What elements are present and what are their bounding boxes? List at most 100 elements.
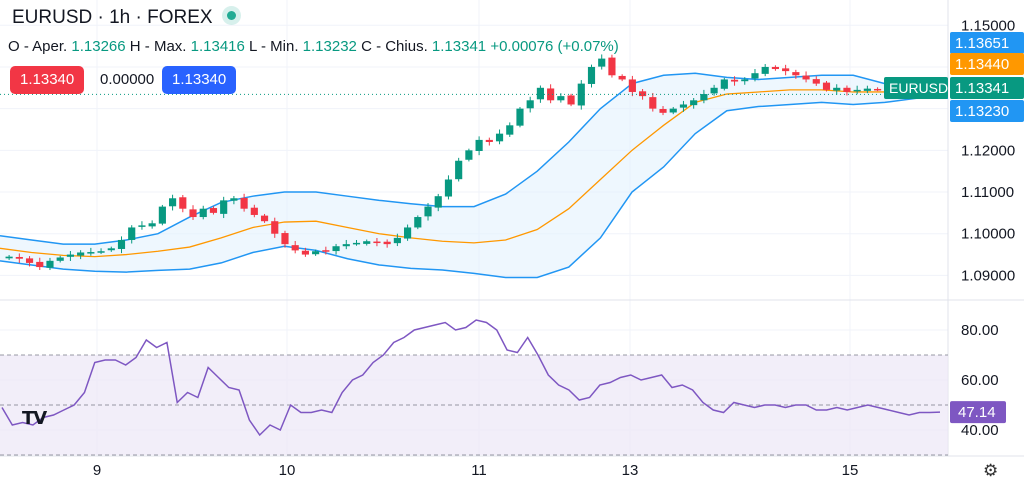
candle-body: [771, 66, 779, 70]
price-tick-label: 1.10000: [961, 226, 1015, 243]
candle-body: [516, 108, 524, 126]
bollinger-fill: [0, 73, 948, 278]
symbol-badge-text: EURUSD: [889, 80, 948, 96]
candle-body: [802, 75, 810, 80]
candle-body: [363, 241, 371, 244]
candle-body: [649, 97, 657, 109]
candle-body: [393, 237, 401, 244]
candle-body: [148, 223, 156, 227]
bollinger-basis-line: [0, 89, 949, 258]
high-label: H - Max.: [129, 38, 187, 55]
candle-body: [56, 257, 64, 261]
candle-body: [822, 82, 831, 90]
candle-body: [710, 87, 718, 94]
candle-body: [577, 83, 585, 106]
time-tick-label: 9: [93, 462, 101, 479]
candle-body: [169, 198, 177, 207]
candle-body: [128, 227, 136, 240]
candle-body: [598, 58, 606, 67]
candle-body: [700, 94, 708, 101]
candle-body: [424, 206, 432, 217]
candle-body: [659, 108, 667, 113]
price-tick-label: 1.15000: [961, 17, 1015, 34]
buy-price: 1.13340: [172, 71, 227, 88]
candle-body: [36, 261, 44, 268]
candle-body: [751, 73, 759, 79]
candle-body: [455, 160, 463, 180]
candle-body: [730, 79, 739, 82]
time-tick-label: 15: [842, 462, 859, 479]
rsi-line: [1, 319, 941, 437]
candle-body: [812, 79, 820, 84]
candle-body: [485, 139, 493, 142]
buy-button[interactable]: 1.13340: [162, 66, 237, 94]
candle-body: [587, 66, 596, 84]
sell-price: 1.13340: [20, 71, 75, 88]
low-value: 1.13232: [302, 38, 357, 55]
candle-body: [639, 91, 647, 97]
price-tick-label: 1.09000: [961, 267, 1015, 284]
candle-body: [536, 87, 544, 100]
candle-body: [260, 215, 269, 222]
candle-body: [608, 57, 616, 76]
price-badge: [950, 53, 1024, 75]
rsi-tick-label: 80.00: [961, 322, 999, 339]
price-badge-text: 1.13230: [955, 103, 1009, 120]
candle-body: [669, 108, 677, 113]
candle-body: [547, 88, 555, 101]
rsi-tick-label: 40.00: [961, 422, 999, 439]
candle-body: [15, 256, 23, 259]
candle-body: [342, 244, 350, 247]
price-badge-text: 1.13651: [955, 35, 1009, 52]
candle-body: [220, 200, 228, 214]
candle-body: [107, 248, 115, 251]
rsi-value-badge-text: 47.14: [958, 404, 996, 421]
ohlc-legend: O - Aper. 1.13266 H - Max. 1.13416 L - M…: [8, 38, 619, 55]
rsi-value-badge: [950, 401, 1006, 424]
candle-body: [495, 133, 504, 142]
high-value: 1.13416: [190, 38, 245, 55]
candle-body: [465, 150, 473, 160]
candle-body: [874, 88, 882, 91]
candle-body: [332, 246, 340, 252]
candle-body: [312, 251, 320, 255]
candle-body: [250, 207, 258, 215]
candle-body: [158, 206, 166, 224]
candle-body: [5, 256, 13, 259]
symbol-badge: [884, 77, 948, 99]
price-badge: [950, 77, 1024, 99]
candle-body: [690, 100, 698, 106]
open-value: 1.13266: [71, 38, 126, 55]
price-badge-text: 1.13440: [955, 56, 1009, 73]
candle-body: [720, 79, 728, 89]
candle-body: [373, 241, 381, 244]
symbol-title: EURUSD · 1h · FOREX: [12, 7, 213, 28]
candle-body: [209, 208, 218, 213]
candle-body: [434, 196, 442, 208]
chart-title: EURUSD · 1h · FOREX: [12, 7, 236, 29]
candle-body: [741, 79, 749, 82]
sell-button[interactable]: 1.13340: [10, 66, 85, 94]
candle-body: [138, 225, 146, 227]
candle-body: [679, 104, 688, 108]
settings-gear-icon[interactable]: ⚙: [983, 461, 999, 480]
candle-body: [240, 197, 248, 209]
candle-body: [843, 87, 851, 92]
tradingview-logo-icon[interactable]: TV: [22, 408, 47, 429]
candle-body: [199, 208, 207, 218]
candle-body: [506, 125, 514, 135]
candle-body: [444, 179, 453, 197]
candle-body: [853, 89, 861, 92]
candle-body: [414, 217, 422, 228]
candle-body: [557, 96, 565, 101]
candle-body: [189, 209, 197, 218]
candle-body: [475, 139, 483, 151]
close-value: 1.13341: [431, 38, 487, 55]
candle-body: [526, 100, 534, 109]
candle-body: [77, 252, 85, 256]
candle-body: [863, 88, 871, 91]
candle-body: [281, 233, 289, 245]
rsi-tick-label: 60.00: [961, 372, 999, 389]
candle-body: [618, 75, 626, 80]
